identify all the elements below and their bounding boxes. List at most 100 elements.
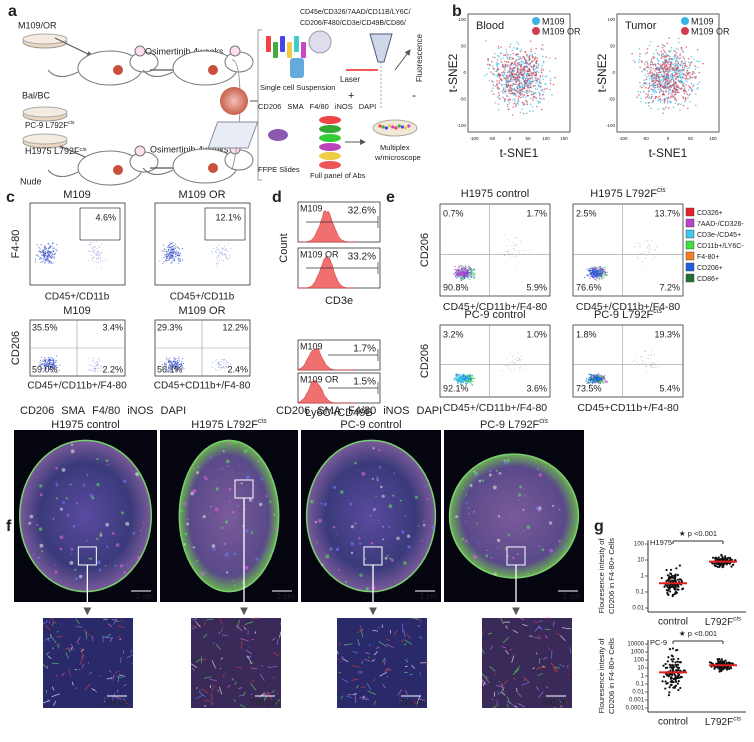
event-dot [682, 77, 684, 79]
event-dot [589, 268, 590, 269]
event-dot [474, 274, 475, 275]
event-dot [524, 80, 526, 82]
event-dot [555, 58, 557, 60]
label: SMA [61, 405, 86, 417]
event-dot [514, 100, 516, 102]
event-dot [650, 88, 652, 90]
event-dot [665, 62, 667, 64]
event-dot [178, 261, 179, 262]
event-dot [649, 246, 650, 247]
event-dot [89, 369, 90, 370]
event-dot [591, 379, 592, 380]
event-dot [663, 49, 665, 51]
event-dot [664, 77, 666, 79]
event-dot [653, 354, 654, 355]
event-dot [645, 240, 646, 241]
event-dot [492, 87, 494, 89]
event-dot [97, 254, 98, 255]
speckle [558, 540, 561, 543]
event-dot [632, 361, 633, 362]
event-dot [685, 46, 687, 48]
speckle [315, 521, 317, 523]
event-dot [52, 362, 53, 363]
event-dot [166, 258, 167, 259]
event-dot [97, 369, 98, 370]
label: 200 µm [103, 698, 130, 707]
event-dot [509, 71, 511, 73]
event-dot [225, 364, 226, 365]
event-dot [542, 78, 544, 80]
legend-swatch [686, 219, 694, 227]
dot [677, 574, 679, 576]
event-dot [99, 246, 100, 247]
event-dot [178, 253, 179, 254]
speckle [209, 456, 211, 458]
label: 0 [509, 136, 512, 141]
event-dot [522, 96, 524, 98]
label: 0 [463, 70, 466, 75]
event-dot [43, 245, 44, 246]
label: 200 µm [397, 698, 424, 707]
event-dot [662, 47, 664, 49]
event-dot [652, 62, 654, 64]
event-dot [170, 361, 171, 362]
label: -100 [457, 123, 467, 128]
event-dot [38, 256, 39, 257]
event-dot [463, 272, 464, 273]
event-dot [649, 78, 651, 80]
event-dot [536, 61, 538, 63]
speckle [479, 480, 482, 483]
event-dot [488, 68, 490, 70]
event-dot [468, 381, 469, 382]
label: F4-80+ [697, 254, 719, 261]
event-dot [685, 90, 687, 92]
event-dot [463, 266, 464, 267]
speckle [54, 571, 57, 574]
event-dot [174, 260, 175, 261]
event-dot [659, 77, 661, 79]
event-dot [672, 64, 674, 66]
event-dot [505, 64, 507, 66]
event-dot [649, 45, 651, 47]
event-dot [671, 94, 673, 96]
event-dot [668, 87, 670, 89]
event-dot [605, 381, 606, 382]
event-dot [684, 78, 686, 80]
event-dot [638, 91, 640, 93]
label: M109 OR [542, 26, 581, 36]
event-dot [647, 96, 649, 98]
fiber [517, 688, 518, 692]
label: PC-9 L792Fcis [480, 417, 548, 431]
speckle [97, 560, 101, 564]
speckle [251, 531, 254, 534]
event-dot [652, 89, 654, 91]
event-dot [671, 58, 673, 60]
event-dot [497, 55, 499, 57]
event-dot [593, 277, 594, 278]
event-dot [36, 255, 37, 256]
event-dot [532, 91, 534, 93]
event-dot [463, 270, 464, 271]
event-dot [528, 55, 530, 57]
label: DAPI [161, 405, 187, 417]
event-dot [517, 69, 519, 71]
event-dot [522, 78, 524, 80]
event-dot [502, 64, 504, 66]
event-dot [533, 93, 535, 95]
label: CD45+CD11b+/F4-80 [577, 402, 679, 414]
speckle [96, 458, 98, 460]
event-dot [516, 73, 518, 75]
event-dot [532, 55, 534, 57]
event-dot [91, 255, 92, 256]
event-dot [650, 63, 652, 65]
event-dot [223, 253, 224, 254]
event-dot [690, 56, 692, 58]
speckle [197, 466, 198, 467]
event-dot [539, 101, 541, 103]
event-dot [645, 366, 646, 367]
tumor [113, 165, 123, 175]
label: M109/OR [18, 20, 57, 30]
event-dot [512, 114, 514, 116]
event-dot [658, 73, 660, 75]
event-dot [89, 370, 90, 371]
